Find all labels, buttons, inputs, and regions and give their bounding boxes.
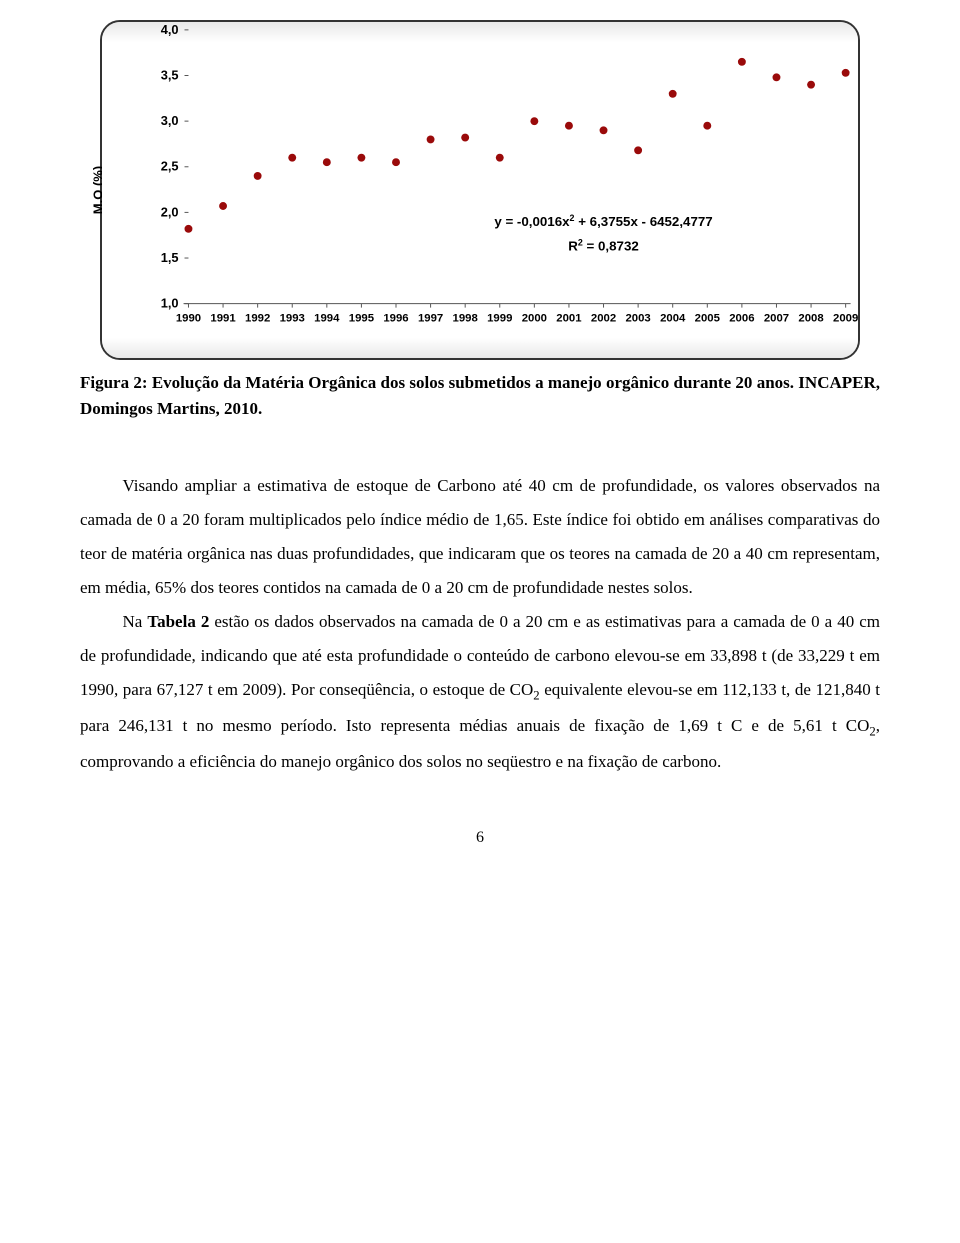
data-marker [219, 202, 227, 210]
x-tick-label: 1997 [418, 312, 443, 324]
equation-line-1: y = -0,0016x2 + 6,3755x - 6452,4777 [494, 213, 712, 229]
x-tick-label: 1995 [349, 312, 374, 324]
paragraph-2: Na Tabela 2 estão os dados observados na… [80, 605, 880, 779]
x-tick-label: 2004 [660, 312, 686, 324]
x-tick-label: 2002 [591, 312, 616, 324]
data-marker [669, 90, 677, 98]
data-marker [254, 172, 262, 180]
page: M.O (%) 4,03,53,02,52,01,51,019901991199… [0, 20, 960, 887]
figure-caption: Figura 2: Evolução da Matéria Orgânica d… [80, 370, 880, 421]
data-marker [773, 73, 781, 81]
y-tick-label: 2,5 [161, 159, 179, 174]
x-tick-label: 2006 [729, 312, 754, 324]
y-tick-label: 3,0 [161, 113, 179, 128]
data-marker [461, 134, 469, 142]
paragraph-1: Visando ampliar a estimativa de estoque … [80, 469, 880, 605]
data-marker [323, 158, 331, 166]
x-tick-label: 2005 [695, 312, 720, 324]
data-marker [738, 58, 746, 66]
y-tick-label: 1,5 [161, 250, 179, 265]
data-marker [427, 135, 435, 143]
data-marker [600, 126, 608, 134]
chart-container: M.O (%) 4,03,53,02,52,01,51,019901991199… [100, 20, 860, 360]
x-tick-label: 1991 [210, 312, 235, 324]
data-marker [703, 122, 711, 130]
data-marker [357, 154, 365, 162]
p2-t1: Na [123, 612, 148, 631]
x-tick-label: 2003 [625, 312, 650, 324]
data-marker [634, 146, 642, 154]
x-tick-label: 1999 [487, 312, 512, 324]
x-tick-label: 2007 [764, 312, 789, 324]
x-tick-label: 2001 [556, 312, 581, 324]
data-marker [496, 154, 504, 162]
y-tick-label: 1,0 [161, 296, 179, 311]
x-tick-label: 1990 [176, 312, 201, 324]
x-tick-label: 2008 [798, 312, 823, 324]
p1-text: Visando ampliar a estimativa de estoque … [80, 476, 880, 597]
x-tick-label: 1994 [314, 312, 340, 324]
x-tick-label: 2000 [522, 312, 547, 324]
p2-bold: Tabela 2 [147, 612, 209, 631]
chart-svg: 4,0 3,5 3,0 2,5 2,0 1,5 1,01990 1991 1992 1993 199… [102, 22, 858, 358]
figure-caption-text: Figura 2: Evolução da Matéria Orgânica d… [80, 373, 880, 418]
x-tick-label: 1993 [280, 312, 305, 324]
chart-plot-area: 4,0 3,5 3,0 2,5 2,0 1,5 1,01990 1991 1992 1993 199… [102, 22, 858, 358]
y-tick-label: 4,0 [161, 22, 179, 37]
x-tick-label: 2009 [833, 312, 858, 324]
data-marker [185, 225, 193, 233]
x-tick-label: 1998 [453, 312, 478, 324]
data-marker [392, 158, 400, 166]
body-text: Visando ampliar a estimativa de estoque … [80, 469, 880, 779]
y-tick-label: 3,5 [161, 67, 179, 82]
y-tick-label: 2,0 [161, 204, 179, 219]
equation-line-2: R2 = 0,8732 [568, 238, 639, 254]
data-marker [565, 122, 573, 130]
page-number: 6 [80, 829, 880, 847]
data-marker [288, 154, 296, 162]
data-marker [530, 117, 538, 125]
x-tick-label: 1996 [383, 312, 408, 324]
x-tick-label: 1992 [245, 312, 270, 324]
data-marker [842, 69, 850, 77]
data-marker [807, 81, 815, 89]
